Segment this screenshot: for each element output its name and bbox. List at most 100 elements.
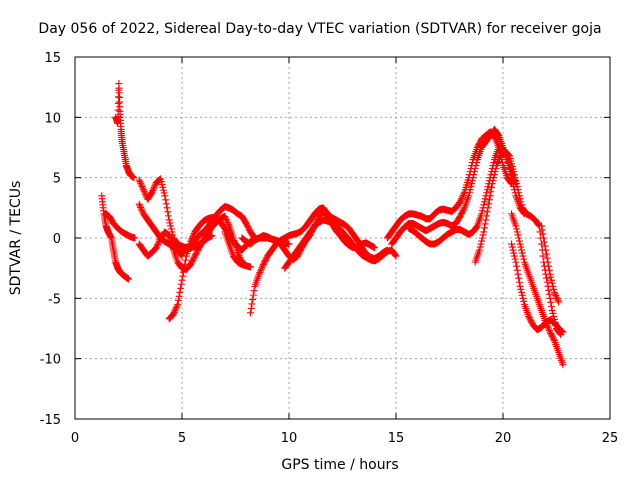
series-t12 <box>281 216 400 272</box>
series-t2 <box>101 210 139 242</box>
data-point <box>114 106 122 114</box>
data-point <box>166 219 174 227</box>
data-point <box>513 266 521 274</box>
data-point <box>505 151 513 159</box>
data-point <box>548 302 556 310</box>
data-point <box>131 234 139 242</box>
data-point <box>139 186 147 194</box>
data-point <box>139 184 147 192</box>
data-point <box>476 243 484 251</box>
data-point <box>543 274 551 282</box>
data-point <box>189 233 197 241</box>
data-point <box>471 165 479 173</box>
data-point <box>154 240 162 248</box>
data-point <box>177 251 185 259</box>
data-point <box>545 266 553 274</box>
data-point <box>540 238 548 246</box>
data-point <box>550 335 558 343</box>
data-point <box>167 222 175 230</box>
data-point <box>483 212 491 220</box>
data-point <box>141 189 149 197</box>
data-point <box>517 243 525 251</box>
data-point <box>484 183 492 191</box>
data-point <box>136 202 144 210</box>
data-point <box>543 254 551 262</box>
data-point <box>182 256 190 264</box>
data-point <box>177 280 185 288</box>
data-point <box>460 190 468 198</box>
data-point <box>472 162 480 170</box>
data-point <box>151 182 159 190</box>
data-point <box>469 174 477 182</box>
data-point <box>137 179 145 187</box>
data-point <box>467 183 475 191</box>
data-point <box>512 177 520 185</box>
data-point <box>519 294 527 302</box>
data-point <box>152 244 160 252</box>
data-point <box>189 231 197 239</box>
data-point <box>518 246 526 254</box>
x-tick-label: 25 <box>602 431 619 446</box>
data-point <box>544 323 552 331</box>
data-point <box>255 270 263 278</box>
data-point <box>140 187 148 195</box>
data-point <box>557 327 565 335</box>
data-point <box>551 290 559 298</box>
data-point <box>138 207 146 215</box>
data-point <box>135 200 143 208</box>
data-point <box>222 214 230 222</box>
data-point <box>538 226 546 234</box>
data-point <box>165 216 173 224</box>
data-point <box>512 258 520 266</box>
data-point <box>456 198 464 206</box>
data-point <box>490 174 498 182</box>
series-t8 <box>169 212 250 273</box>
data-point <box>510 171 518 179</box>
data-point <box>487 188 495 196</box>
x-tick-label: 10 <box>281 431 298 446</box>
data-point <box>548 279 556 287</box>
data-point <box>539 230 547 238</box>
data-point <box>478 237 486 245</box>
data-point <box>172 305 180 313</box>
data-point <box>485 200 493 208</box>
data-point <box>515 192 523 200</box>
data-point <box>549 309 557 317</box>
data-point <box>249 296 257 304</box>
data-point <box>178 276 186 284</box>
y-tick-label: -5 <box>48 292 61 307</box>
data-point <box>149 185 157 193</box>
data-point <box>392 252 400 260</box>
data-point <box>480 201 488 209</box>
data-point <box>490 171 498 179</box>
data-point <box>478 210 486 218</box>
data-marks <box>98 80 567 369</box>
data-point <box>138 183 146 191</box>
data-point <box>175 292 183 300</box>
series-t17 <box>508 210 567 369</box>
data-point <box>155 237 163 245</box>
data-point <box>258 264 266 272</box>
series-t6 <box>135 228 186 260</box>
data-point <box>164 212 172 220</box>
data-point <box>512 222 520 230</box>
data-point <box>517 285 525 293</box>
data-point <box>545 286 553 294</box>
data-point <box>460 205 468 213</box>
data-point <box>475 246 483 254</box>
data-point <box>468 177 476 185</box>
data-point <box>137 205 145 213</box>
data-point <box>513 225 521 233</box>
x-tick-label: 20 <box>495 431 512 446</box>
data-point <box>485 196 493 204</box>
data-point <box>170 308 178 316</box>
data-point <box>515 274 523 282</box>
data-point <box>176 288 184 296</box>
data-point <box>483 186 491 194</box>
data-point <box>519 252 527 260</box>
data-point <box>223 217 231 225</box>
x-tick-label: 5 <box>178 431 186 446</box>
data-point <box>494 130 502 138</box>
data-point <box>504 150 512 158</box>
